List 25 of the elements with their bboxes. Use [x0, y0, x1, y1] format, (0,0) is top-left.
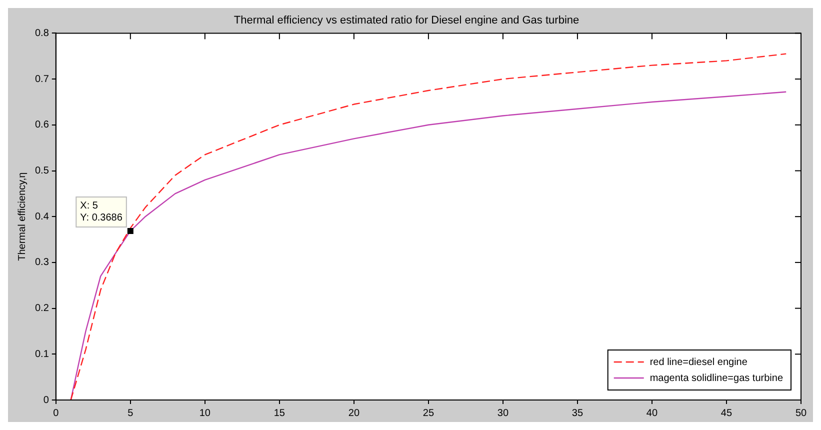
annotation: X: 5 Y: 0.3686	[80, 200, 123, 224]
x-tick-label: 45	[720, 408, 732, 419]
y-tick-label: 0.2	[34, 303, 50, 314]
x-tick-label: 50	[795, 408, 807, 419]
legend-label: magenta solidline=gas turbine	[650, 372, 784, 384]
x-tick-label: 0	[53, 408, 60, 419]
y-tick-label: 0.6	[34, 120, 50, 131]
y-axis-title: Thermal efficiency,η	[16, 172, 28, 261]
y-tick-label: 0.4	[34, 211, 50, 222]
x-tick-label: 15	[274, 408, 286, 419]
y-tick-label: 0.5	[34, 166, 50, 176]
y-tick-label: 0.1	[34, 348, 50, 360]
y-tick-label: 0.8	[34, 28, 50, 39]
x-tick-label: 35	[572, 408, 584, 419]
y-tick-label: 0.3	[34, 257, 50, 268]
legend-label: red line=diesel engine	[650, 356, 748, 368]
y-tick-label: 0	[43, 394, 50, 406]
x-tick-label: 10	[199, 408, 211, 419]
x-tick-label: 25	[422, 408, 434, 419]
chart-title: Thermal efficiency vs estimated ratio for Diesel engine and Gas turbine	[234, 14, 580, 27]
x-tick-label: 30	[497, 408, 509, 419]
x-tick-label: 5	[128, 408, 134, 419]
x-tick-label: 20	[348, 408, 360, 419]
y-tick-label: 0.7	[34, 74, 50, 85]
x-tick-label: 40	[646, 408, 658, 419]
